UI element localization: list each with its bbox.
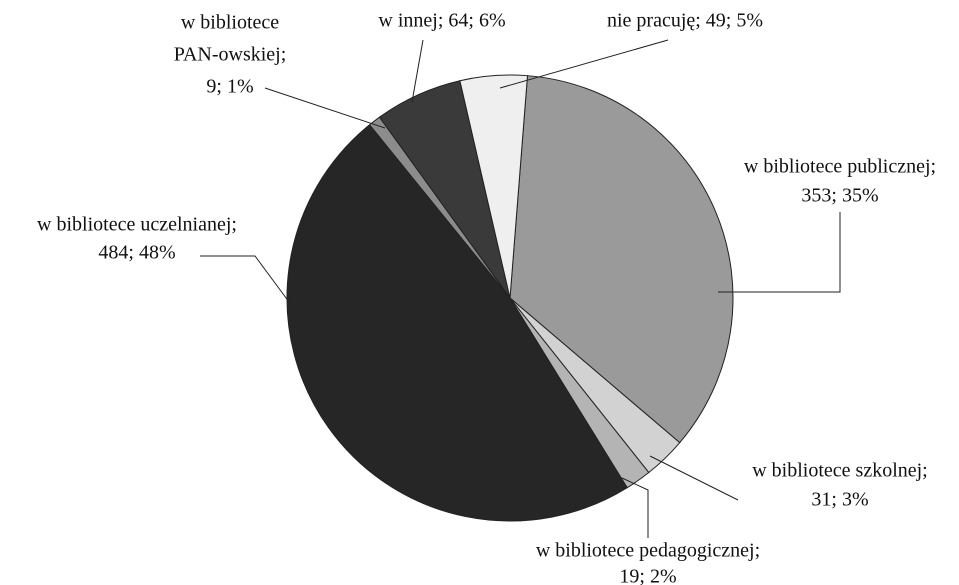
leader-line [411,39,424,103]
data-label: w innej; 64; 6% [378,10,505,32]
data-label: PAN-owskiej; [174,44,287,66]
data-label: w bibliotece uczelnianej; [37,214,237,236]
leader-line [499,39,669,89]
leader-line [200,255,293,307]
data-label: 353; 35% [801,185,878,207]
data-label: w bibliotece [181,12,279,34]
data-label: nie pracuję; 49; 5% [607,10,763,32]
data-label: 31; 3% [811,489,868,511]
data-label: 484; 48% [98,242,175,264]
data-label: w bibliotece publicznej; [744,156,936,178]
leader-line [621,477,649,538]
data-label: w bibliotece pedagogicznej; [536,540,760,562]
data-label: 9; 1% [206,76,253,98]
data-label: 19; 2% [619,566,676,585]
pie-slice [459,74,529,299]
pie-slice [509,75,734,444]
leader-line [264,87,386,129]
leader-line [649,455,739,501]
pie-slice [286,124,628,522]
data-label: w bibliotece szkolnej; [752,460,928,482]
leader-line [718,212,841,293]
